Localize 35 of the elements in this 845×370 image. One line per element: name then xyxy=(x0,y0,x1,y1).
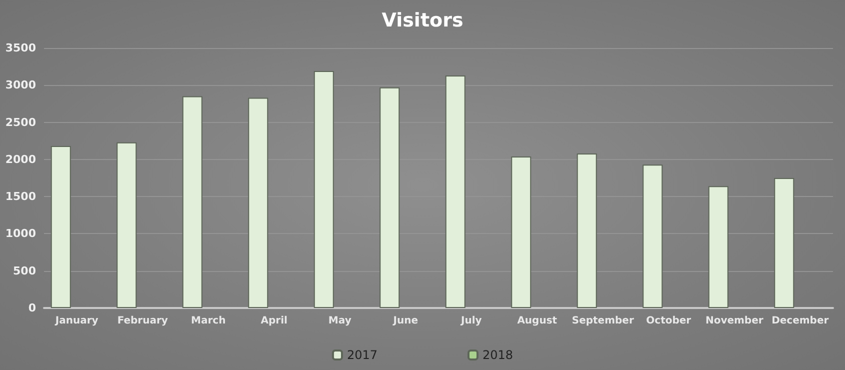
bar xyxy=(576,153,597,308)
bar xyxy=(50,146,71,308)
bar xyxy=(314,71,334,308)
y-tick-label: 1500 xyxy=(5,190,36,204)
bar xyxy=(182,96,202,308)
x-tick-label: July xyxy=(460,316,482,326)
bar xyxy=(511,156,532,308)
x-tick-label: June xyxy=(392,316,418,326)
y-tick-label: 2000 xyxy=(5,152,36,166)
bar xyxy=(445,75,466,308)
chart-title: Visitors xyxy=(382,10,464,32)
x-tick-label: February xyxy=(117,316,168,326)
x-tick-label: August xyxy=(517,316,558,326)
x-tick-label: December xyxy=(772,316,829,326)
bar xyxy=(116,142,137,308)
x-tick-label: March xyxy=(191,316,226,326)
x-tick-label: November xyxy=(705,316,764,326)
x-tick-label: January xyxy=(54,316,99,326)
y-tick-label: 1000 xyxy=(5,227,36,240)
y-tick-label: 3000 xyxy=(5,78,36,92)
y-tick-label: 2500 xyxy=(5,116,36,129)
x-tick-label: April xyxy=(260,316,288,326)
bar xyxy=(248,98,268,308)
bar xyxy=(774,178,794,308)
bar xyxy=(642,164,663,308)
bar xyxy=(380,87,400,308)
legend-label: 2018 xyxy=(482,348,514,362)
x-tick-label: October xyxy=(646,316,692,326)
y-tick-label: 0 xyxy=(28,302,36,314)
x-tick-label: May xyxy=(328,316,352,326)
y-tick-label: 3500 xyxy=(5,42,36,54)
legend-label: 2017 xyxy=(346,348,378,362)
y-tick-label: 500 xyxy=(13,264,36,278)
bar xyxy=(708,186,728,308)
x-tick-label: September xyxy=(572,316,634,326)
